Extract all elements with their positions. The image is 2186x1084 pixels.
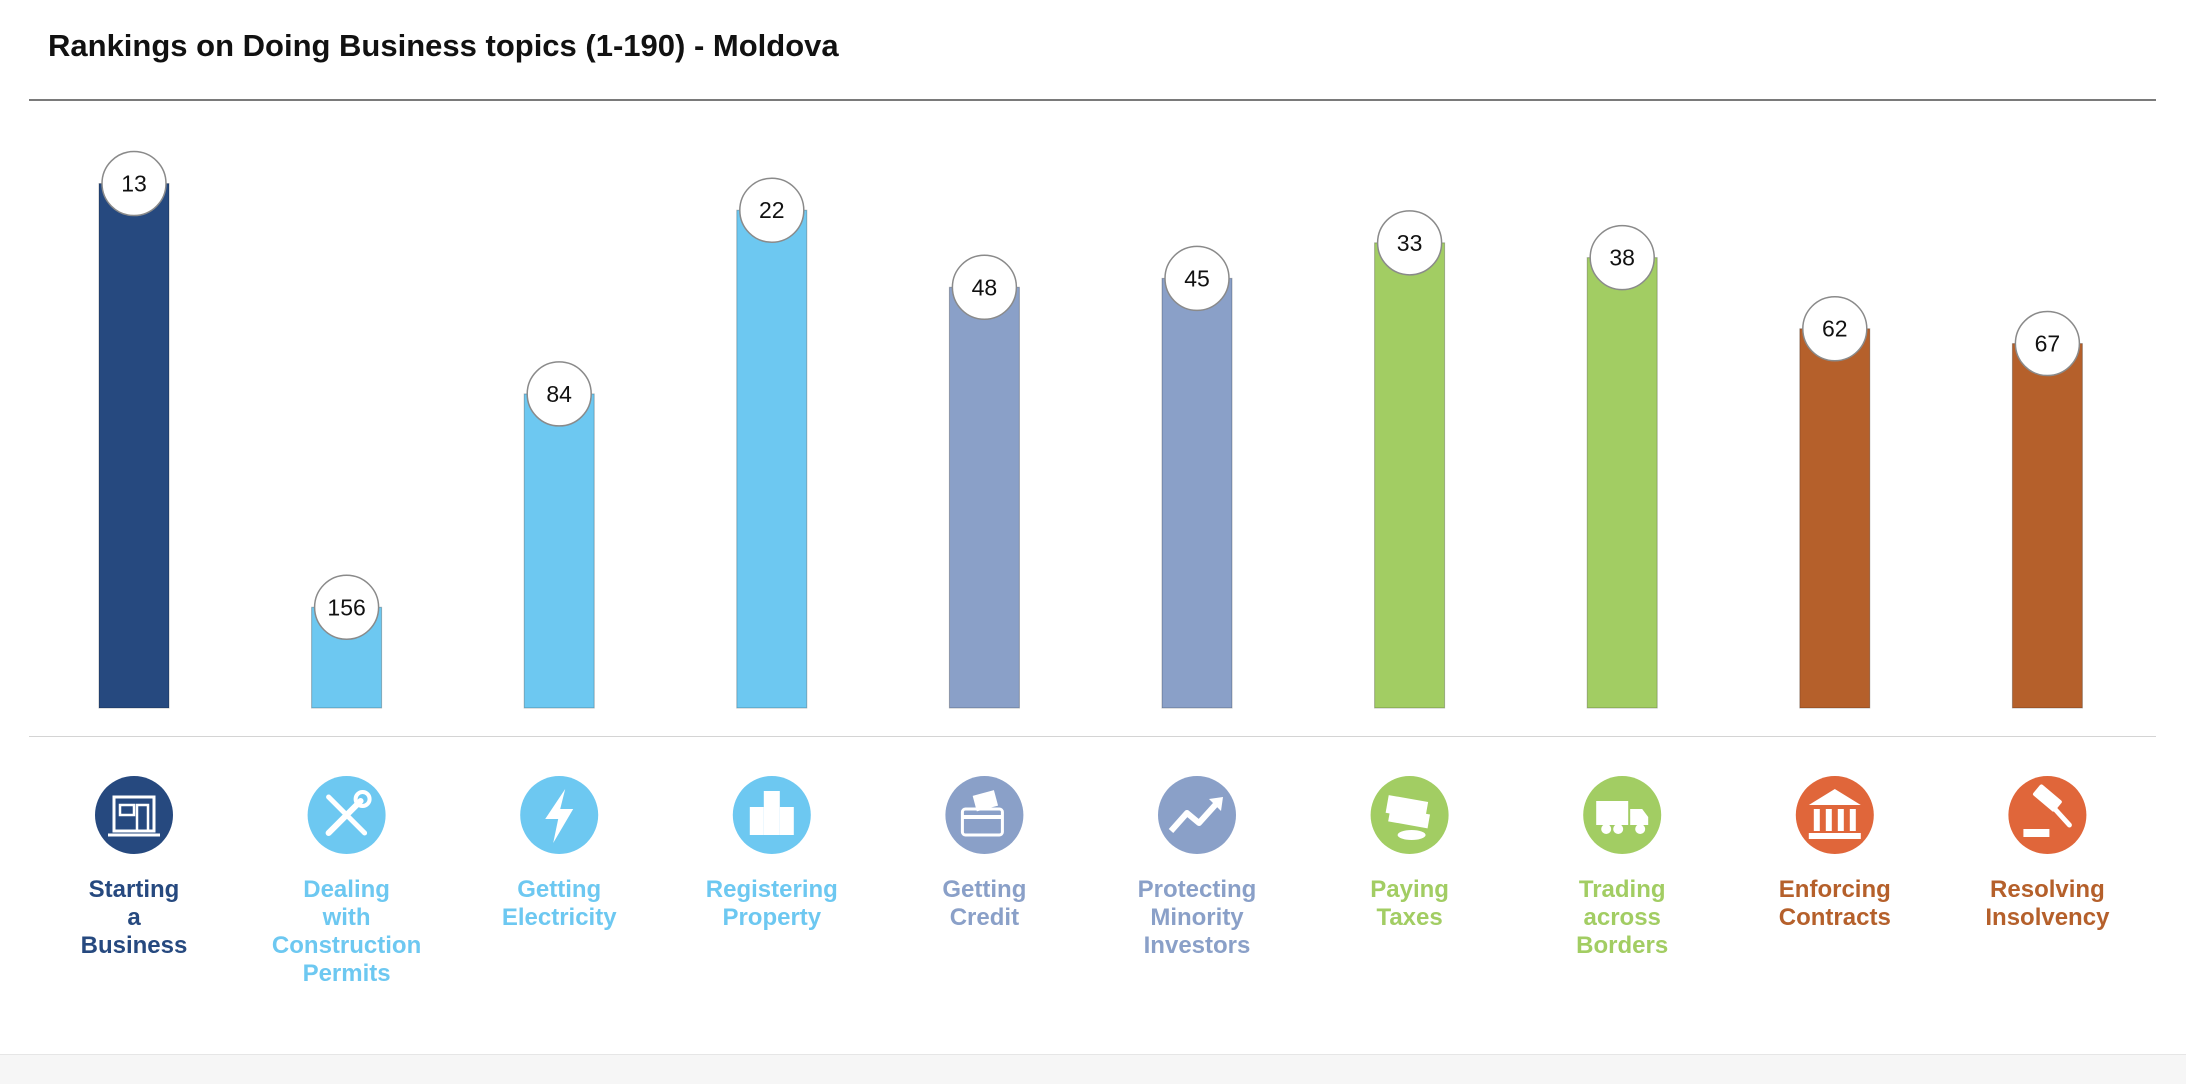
lightning-bolt-icon	[520, 776, 599, 854]
category-label-getting-electricity: Getting Electricity	[502, 876, 617, 931]
category-label-trading-across-borders: Trading across Borders	[1576, 876, 1668, 959]
footer-divider	[0, 1054, 2186, 1055]
category-label-getting-credit: Getting Credit	[942, 876, 1026, 931]
value-bubble	[1589, 224, 1655, 291]
category-label-enforcing-contracts: Enforcing Contracts	[1779, 876, 1891, 931]
value-bubble	[1164, 245, 1230, 312]
data-label: 38	[1609, 245, 1635, 271]
value-bubble	[1376, 210, 1443, 276]
data-label: 67	[2035, 331, 2061, 357]
money-stack-icon	[1370, 776, 1449, 854]
gavel-icon	[2008, 776, 2087, 854]
truck-icon	[1583, 776, 1662, 854]
value-bubble	[526, 361, 592, 427]
data-label: 156	[327, 594, 365, 620]
storefront-icon	[95, 776, 173, 854]
category-label-resolving-insolvency: Resolving Insolvency	[1985, 876, 2110, 931]
data-label: 33	[1397, 230, 1423, 256]
category-label-protecting-minority-investors: Protecting Minority Investors	[1138, 876, 1257, 959]
courthouse-icon	[1795, 776, 1874, 854]
category-label-registering-property: Registering Property	[706, 876, 838, 931]
value-bubble	[739, 177, 805, 243]
bar-resolving-insolvency	[2011, 343, 2083, 709]
data-label: 48	[972, 274, 998, 300]
title-divider	[29, 99, 2156, 101]
category-label-paying-taxes: Paying Taxes	[1370, 876, 1449, 931]
category-label-starting-a-business: Starting a Business	[81, 876, 188, 959]
wrench-screwdriver-icon	[307, 776, 386, 854]
data-label: 62	[1822, 316, 1848, 342]
bar-protecting-minority-investors	[1161, 277, 1233, 709]
trend-arrow-icon	[1158, 776, 1236, 854]
bar-getting-electricity	[523, 393, 595, 709]
bar-trading-across-borders	[1586, 257, 1658, 709]
bar-starting-a-business	[98, 183, 170, 709]
data-label: 22	[759, 197, 785, 223]
bar-enforcing-contracts	[1799, 328, 1871, 709]
bar-getting-credit	[948, 286, 1020, 709]
data-label: 45	[1184, 265, 1210, 291]
data-label: 13	[121, 171, 147, 197]
value-bubble	[101, 150, 167, 217]
footer-band	[0, 1055, 2186, 1084]
credit-card-icon	[945, 776, 1024, 854]
bar-registering-property	[736, 209, 808, 709]
data-label: 84	[546, 381, 572, 407]
value-bubble	[2014, 310, 2081, 377]
category-label-dealing-with-construction-permits: Dealing with Construction Permits	[272, 876, 421, 987]
value-bubble	[1802, 295, 1868, 362]
value-bubble	[313, 574, 380, 641]
chart-title: Rankings on Doing Business topics (1-190…	[48, 28, 839, 63]
bar-paying-taxes	[1374, 242, 1446, 709]
value-bubble	[951, 254, 1018, 321]
baseline-divider	[29, 736, 2156, 737]
buildings-icon	[732, 776, 811, 854]
